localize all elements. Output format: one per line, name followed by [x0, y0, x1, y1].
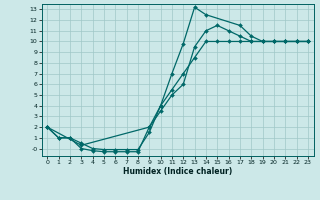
X-axis label: Humidex (Indice chaleur): Humidex (Indice chaleur) — [123, 167, 232, 176]
